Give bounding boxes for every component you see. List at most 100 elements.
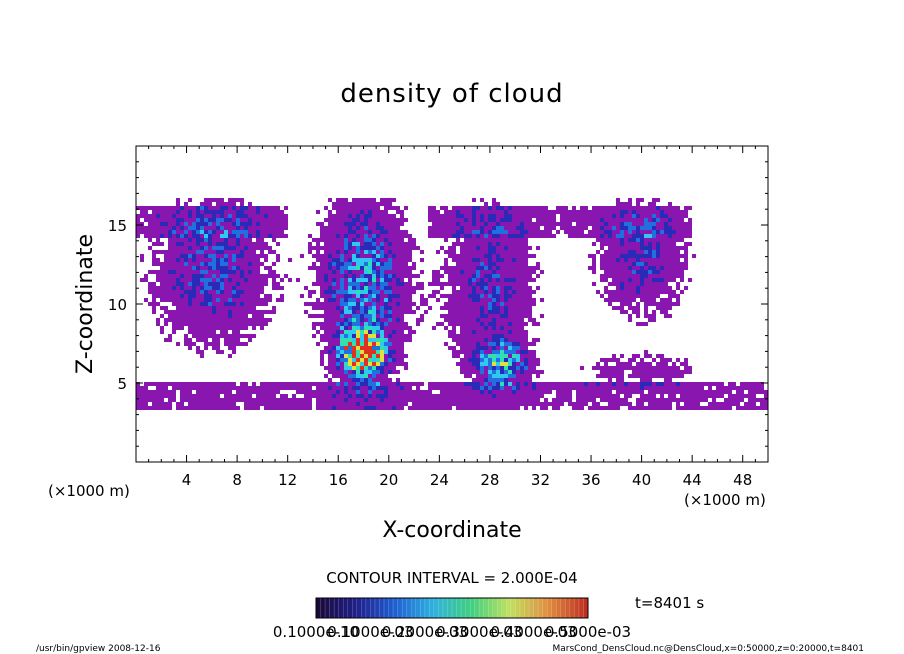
- density-cell: [144, 234, 148, 238]
- density-cell: [484, 378, 488, 382]
- density-cell: [164, 210, 168, 214]
- density-cell: [356, 402, 360, 406]
- density-cell: [368, 398, 372, 402]
- density-cell: [364, 334, 368, 338]
- density-cell: [396, 406, 400, 410]
- density-cell: [468, 254, 472, 258]
- density-cell: [660, 230, 664, 234]
- density-cell: [216, 302, 220, 306]
- density-cell: [264, 258, 268, 262]
- density-cell: [648, 210, 652, 214]
- density-cell: [588, 394, 592, 398]
- density-cell: [184, 342, 188, 346]
- density-cell: [320, 294, 324, 298]
- density-cell: [328, 398, 332, 402]
- density-cell: [556, 382, 560, 386]
- density-cell: [180, 382, 184, 386]
- density-cell: [280, 214, 284, 218]
- density-cell: [376, 234, 380, 238]
- density-cell: [228, 246, 232, 250]
- density-cell: [416, 322, 420, 326]
- density-cell: [196, 338, 200, 342]
- density-cell: [164, 214, 168, 218]
- density-cell: [348, 222, 352, 226]
- density-cell: [180, 206, 184, 210]
- density-cell: [192, 234, 196, 238]
- density-cell: [500, 214, 504, 218]
- density-cell: [396, 346, 400, 350]
- density-cell: [272, 386, 276, 390]
- density-cell: [500, 326, 504, 330]
- density-cell: [288, 398, 292, 402]
- density-cell: [484, 334, 488, 338]
- density-cell: [260, 214, 264, 218]
- density-cell: [368, 250, 372, 254]
- density-cell: [656, 258, 660, 262]
- density-cell: [260, 218, 264, 222]
- density-cell: [480, 282, 484, 286]
- density-cell: [528, 350, 532, 354]
- density-cell: [344, 250, 348, 254]
- density-cell: [596, 386, 600, 390]
- density-cell: [328, 378, 332, 382]
- density-cell: [240, 302, 244, 306]
- density-cell: [324, 218, 328, 222]
- density-cell: [252, 250, 256, 254]
- density-cell: [624, 210, 628, 214]
- density-cell: [468, 222, 472, 226]
- density-cell: [620, 222, 624, 226]
- density-cell: [224, 214, 228, 218]
- density-cell: [516, 226, 520, 230]
- density-cell: [172, 274, 176, 278]
- density-cell: [408, 302, 412, 306]
- density-cell: [376, 322, 380, 326]
- density-cell: [604, 278, 608, 282]
- density-cell: [220, 382, 224, 386]
- density-cell: [644, 262, 648, 266]
- density-cell: [660, 254, 664, 258]
- density-cell: [388, 314, 392, 318]
- density-cell: [680, 214, 684, 218]
- density-cell: [456, 314, 460, 318]
- density-cell: [624, 366, 628, 370]
- density-cell: [456, 218, 460, 222]
- density-cell: [576, 398, 580, 402]
- density-cell: [180, 326, 184, 330]
- density-cell: [356, 242, 360, 246]
- density-cell: [340, 358, 344, 362]
- density-cell: [616, 270, 620, 274]
- density-cell: [232, 310, 236, 314]
- density-cell: [228, 310, 232, 314]
- density-cell: [376, 374, 380, 378]
- density-cell: [604, 286, 608, 290]
- density-cell: [372, 214, 376, 218]
- density-cell: [400, 306, 404, 310]
- density-cell: [196, 350, 200, 354]
- density-cell: [244, 222, 248, 226]
- density-cell: [332, 386, 336, 390]
- density-cell: [436, 218, 440, 222]
- density-cell: [608, 394, 612, 398]
- density-cell: [232, 262, 236, 266]
- density-cell: [612, 358, 616, 362]
- density-cell: [240, 250, 244, 254]
- density-cell: [640, 262, 644, 266]
- density-cell: [380, 370, 384, 374]
- density-cell: [616, 306, 620, 310]
- density-cell: [320, 230, 324, 234]
- density-cell: [312, 282, 316, 286]
- density-cell: [508, 234, 512, 238]
- density-cell: [452, 242, 456, 246]
- density-cell: [444, 206, 448, 210]
- density-cell: [620, 254, 624, 258]
- density-cell: [172, 286, 176, 290]
- density-cell: [392, 314, 396, 318]
- density-cell: [208, 206, 212, 210]
- density-cell: [352, 354, 356, 358]
- density-cell: [456, 270, 460, 274]
- density-cell: [144, 278, 148, 282]
- density-cell: [664, 238, 668, 242]
- density-cell: [372, 318, 376, 322]
- density-cell: [484, 250, 488, 254]
- density-cell: [220, 290, 224, 294]
